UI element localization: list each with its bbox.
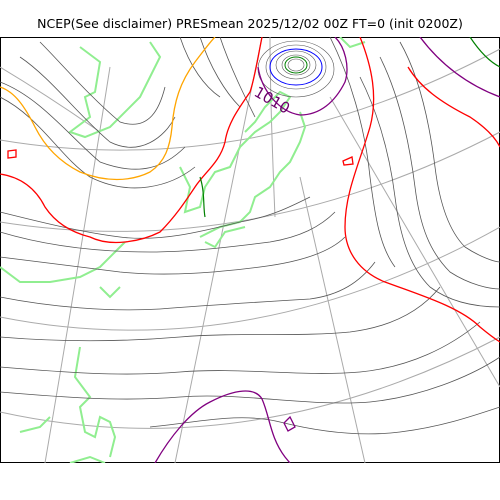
isobar: [284, 56, 308, 74]
pressure-map: 1010: [0, 37, 500, 463]
coastline: [0, 37, 366, 463]
isobar: [0, 37, 216, 181]
isobar: [0, 37, 500, 343]
map-title: NCEP(See disclaimer) PRESmean 2025/12/02…: [37, 16, 463, 31]
isobar: [199, 37, 500, 218]
graticule: [0, 37, 500, 463]
map-frame: [0, 37, 500, 463]
isobar: [154, 37, 500, 463]
isobar: [269, 48, 323, 86]
